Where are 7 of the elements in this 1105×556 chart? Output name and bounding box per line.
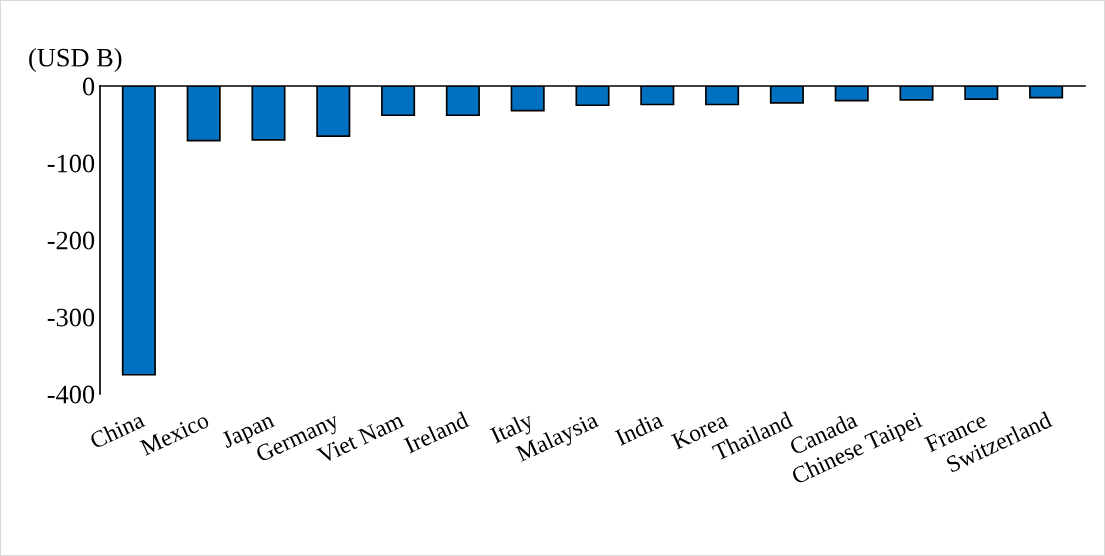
x-tick-label: India <box>614 410 665 446</box>
y-tick-label: -400 <box>47 385 95 404</box>
y-tick-label: -300 <box>47 308 95 327</box>
y-axis-title: (USD B) <box>29 48 122 72</box>
y-tick-label: -100 <box>47 154 95 173</box>
y-tick-label: 0 <box>82 77 95 96</box>
y-tick-label: -200 <box>47 231 95 250</box>
